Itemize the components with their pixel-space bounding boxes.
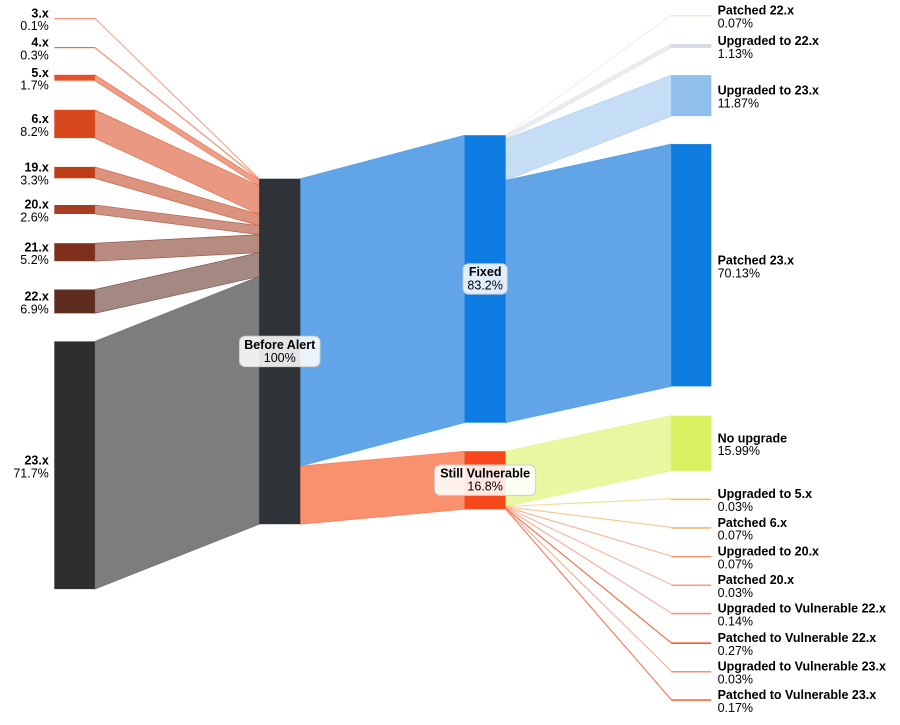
svg-text:8.2%: 8.2% (20, 125, 49, 139)
svg-text:Upgraded to 22.x: Upgraded to 22.x (718, 34, 819, 48)
svg-text:Patched 6.x: Patched 6.x (718, 516, 788, 530)
svg-text:0.3%: 0.3% (20, 49, 49, 63)
svg-text:6.9%: 6.9% (20, 302, 49, 316)
svg-text:83.2%: 83.2% (467, 278, 502, 292)
svg-text:0.07%: 0.07% (718, 529, 753, 543)
svg-text:0.03%: 0.03% (718, 673, 753, 687)
svg-text:No upgrade: No upgrade (718, 431, 787, 445)
svg-text:5.x: 5.x (31, 66, 48, 80)
svg-text:1.13%: 1.13% (718, 47, 753, 61)
svg-text:Upgraded to Vulnerable 22.x: Upgraded to Vulnerable 22.x (718, 601, 886, 615)
svg-text:1.7%: 1.7% (20, 79, 49, 93)
svg-text:Still Vulnerable: Still Vulnerable (440, 467, 530, 481)
svg-text:20.x: 20.x (24, 198, 48, 212)
svg-text:Upgraded to 5.x: Upgraded to 5.x (718, 487, 813, 501)
svg-text:Upgraded to Vulnerable 23.x: Upgraded to Vulnerable 23.x (718, 660, 886, 674)
svg-text:Upgraded to 23.x: Upgraded to 23.x (718, 84, 819, 98)
svg-text:4.x: 4.x (31, 36, 48, 50)
svg-text:Fixed: Fixed (469, 265, 502, 279)
svg-text:21.x: 21.x (24, 240, 48, 254)
svg-text:100%: 100% (264, 351, 296, 365)
svg-text:0.27%: 0.27% (718, 644, 753, 658)
svg-text:70.13%: 70.13% (718, 266, 760, 280)
svg-text:0.03%: 0.03% (718, 500, 753, 514)
svg-text:71.7%: 71.7% (13, 466, 48, 480)
svg-text:Patched 22.x: Patched 22.x (718, 4, 794, 18)
svg-text:19.x: 19.x (24, 161, 48, 175)
svg-text:5.2%: 5.2% (20, 253, 49, 267)
svg-text:0.07%: 0.07% (718, 17, 753, 31)
svg-text:3.3%: 3.3% (20, 174, 49, 188)
svg-text:Patched 23.x: Patched 23.x (718, 253, 794, 267)
svg-text:Before Alert: Before Alert (244, 338, 316, 352)
svg-text:15.99%: 15.99% (718, 444, 760, 458)
svg-text:22.x: 22.x (24, 290, 48, 304)
svg-text:Patched 20.x: Patched 20.x (718, 573, 794, 587)
svg-text:0.14%: 0.14% (718, 614, 753, 628)
svg-text:0.07%: 0.07% (718, 557, 753, 571)
svg-text:23.x: 23.x (24, 453, 48, 467)
svg-text:11.87%: 11.87% (718, 97, 759, 111)
svg-text:16.8%: 16.8% (467, 480, 502, 494)
svg-text:6.x: 6.x (31, 112, 48, 126)
svg-text:2.6%: 2.6% (20, 210, 49, 224)
svg-text:3.x: 3.x (31, 6, 48, 20)
svg-text:Patched to Vulnerable 22.x: Patched to Vulnerable 22.x (718, 631, 877, 645)
svg-text:Patched to Vulnerable 23.x: Patched to Vulnerable 23.x (718, 688, 877, 702)
svg-text:0.17%: 0.17% (718, 701, 753, 715)
svg-text:0.03%: 0.03% (718, 586, 753, 600)
svg-text:Upgraded to 20.x: Upgraded to 20.x (718, 545, 819, 559)
svg-text:0.1%: 0.1% (20, 19, 49, 33)
